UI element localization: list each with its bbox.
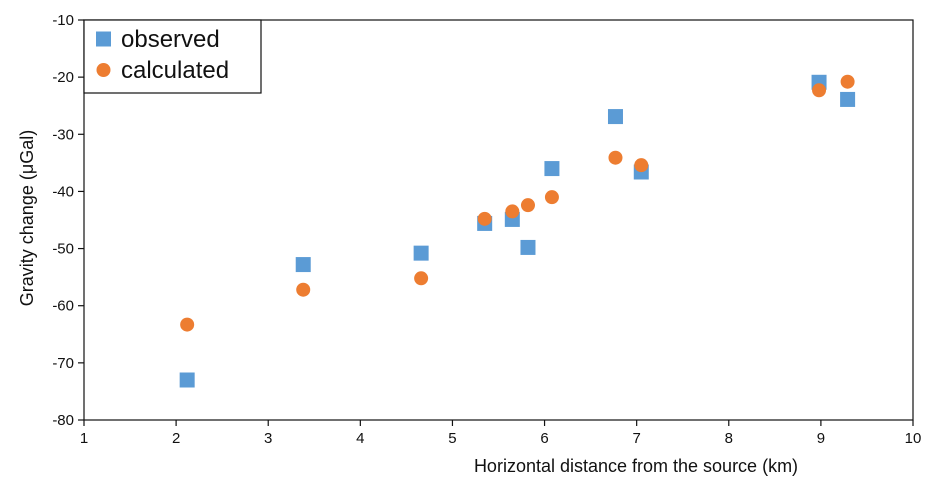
legend-label: observed <box>121 26 220 53</box>
y-tick-label: -30 <box>52 126 74 143</box>
calculated-point <box>296 282 311 297</box>
legend-label: calculated <box>121 57 229 84</box>
calculated-point <box>812 83 827 98</box>
calculated-point <box>505 204 520 219</box>
calculated-point <box>180 317 195 332</box>
plot-frame <box>83 19 914 421</box>
data-points <box>179 74 856 388</box>
y-tick-label: -80 <box>52 412 74 429</box>
x-tick-label: 6 <box>540 430 548 447</box>
observed-point <box>179 372 195 388</box>
x-tick-label: 1 <box>80 430 88 447</box>
legend-circle-marker <box>96 63 111 77</box>
calculated-point <box>414 271 429 286</box>
x-axis: 1 2 3 4 5 6 7 8 9 10 <box>80 420 922 447</box>
x-tick-label: 10 <box>905 430 922 447</box>
x-axis-title: Horizontal distance from the source (km) <box>474 456 798 476</box>
y-tick-label: -40 <box>52 183 74 200</box>
x-tick-label: 3 <box>264 430 272 447</box>
observed-point <box>520 239 536 255</box>
observed-point <box>607 109 623 125</box>
calculated-point <box>544 190 559 205</box>
y-tick-label: -70 <box>52 355 74 372</box>
calculated-point <box>634 158 649 173</box>
x-tick-label: 4 <box>356 430 364 447</box>
x-tick-label: 7 <box>632 430 640 447</box>
series-observed <box>179 74 856 388</box>
y-tick-label: -20 <box>52 69 74 86</box>
plot-area <box>83 19 914 421</box>
y-tick-label: -10 <box>52 12 74 29</box>
legend: observed calculated <box>83 19 262 94</box>
x-tick-label: 8 <box>725 430 733 447</box>
series-calculated <box>180 74 855 332</box>
observed-point <box>413 245 429 261</box>
y-axis-title: Gravity change (μGal) <box>17 130 37 306</box>
y-axis: -80 -70 -60 -50 -40 -30 -20 -10 <box>52 12 84 429</box>
observed-point <box>295 257 311 273</box>
legend-box <box>83 19 262 94</box>
x-tick-label: 9 <box>817 430 825 447</box>
x-tick-label: 2 <box>172 430 180 447</box>
calculated-point <box>477 211 492 226</box>
observed-point <box>544 161 560 177</box>
y-tick-label: -60 <box>52 298 74 315</box>
observed-point <box>840 91 856 107</box>
legend-square-marker <box>96 31 111 47</box>
y-tick-label: -50 <box>52 241 74 258</box>
calculated-point <box>520 198 535 213</box>
x-tick-label: 5 <box>448 430 456 447</box>
calculated-point <box>608 150 623 165</box>
calculated-point <box>840 74 855 89</box>
